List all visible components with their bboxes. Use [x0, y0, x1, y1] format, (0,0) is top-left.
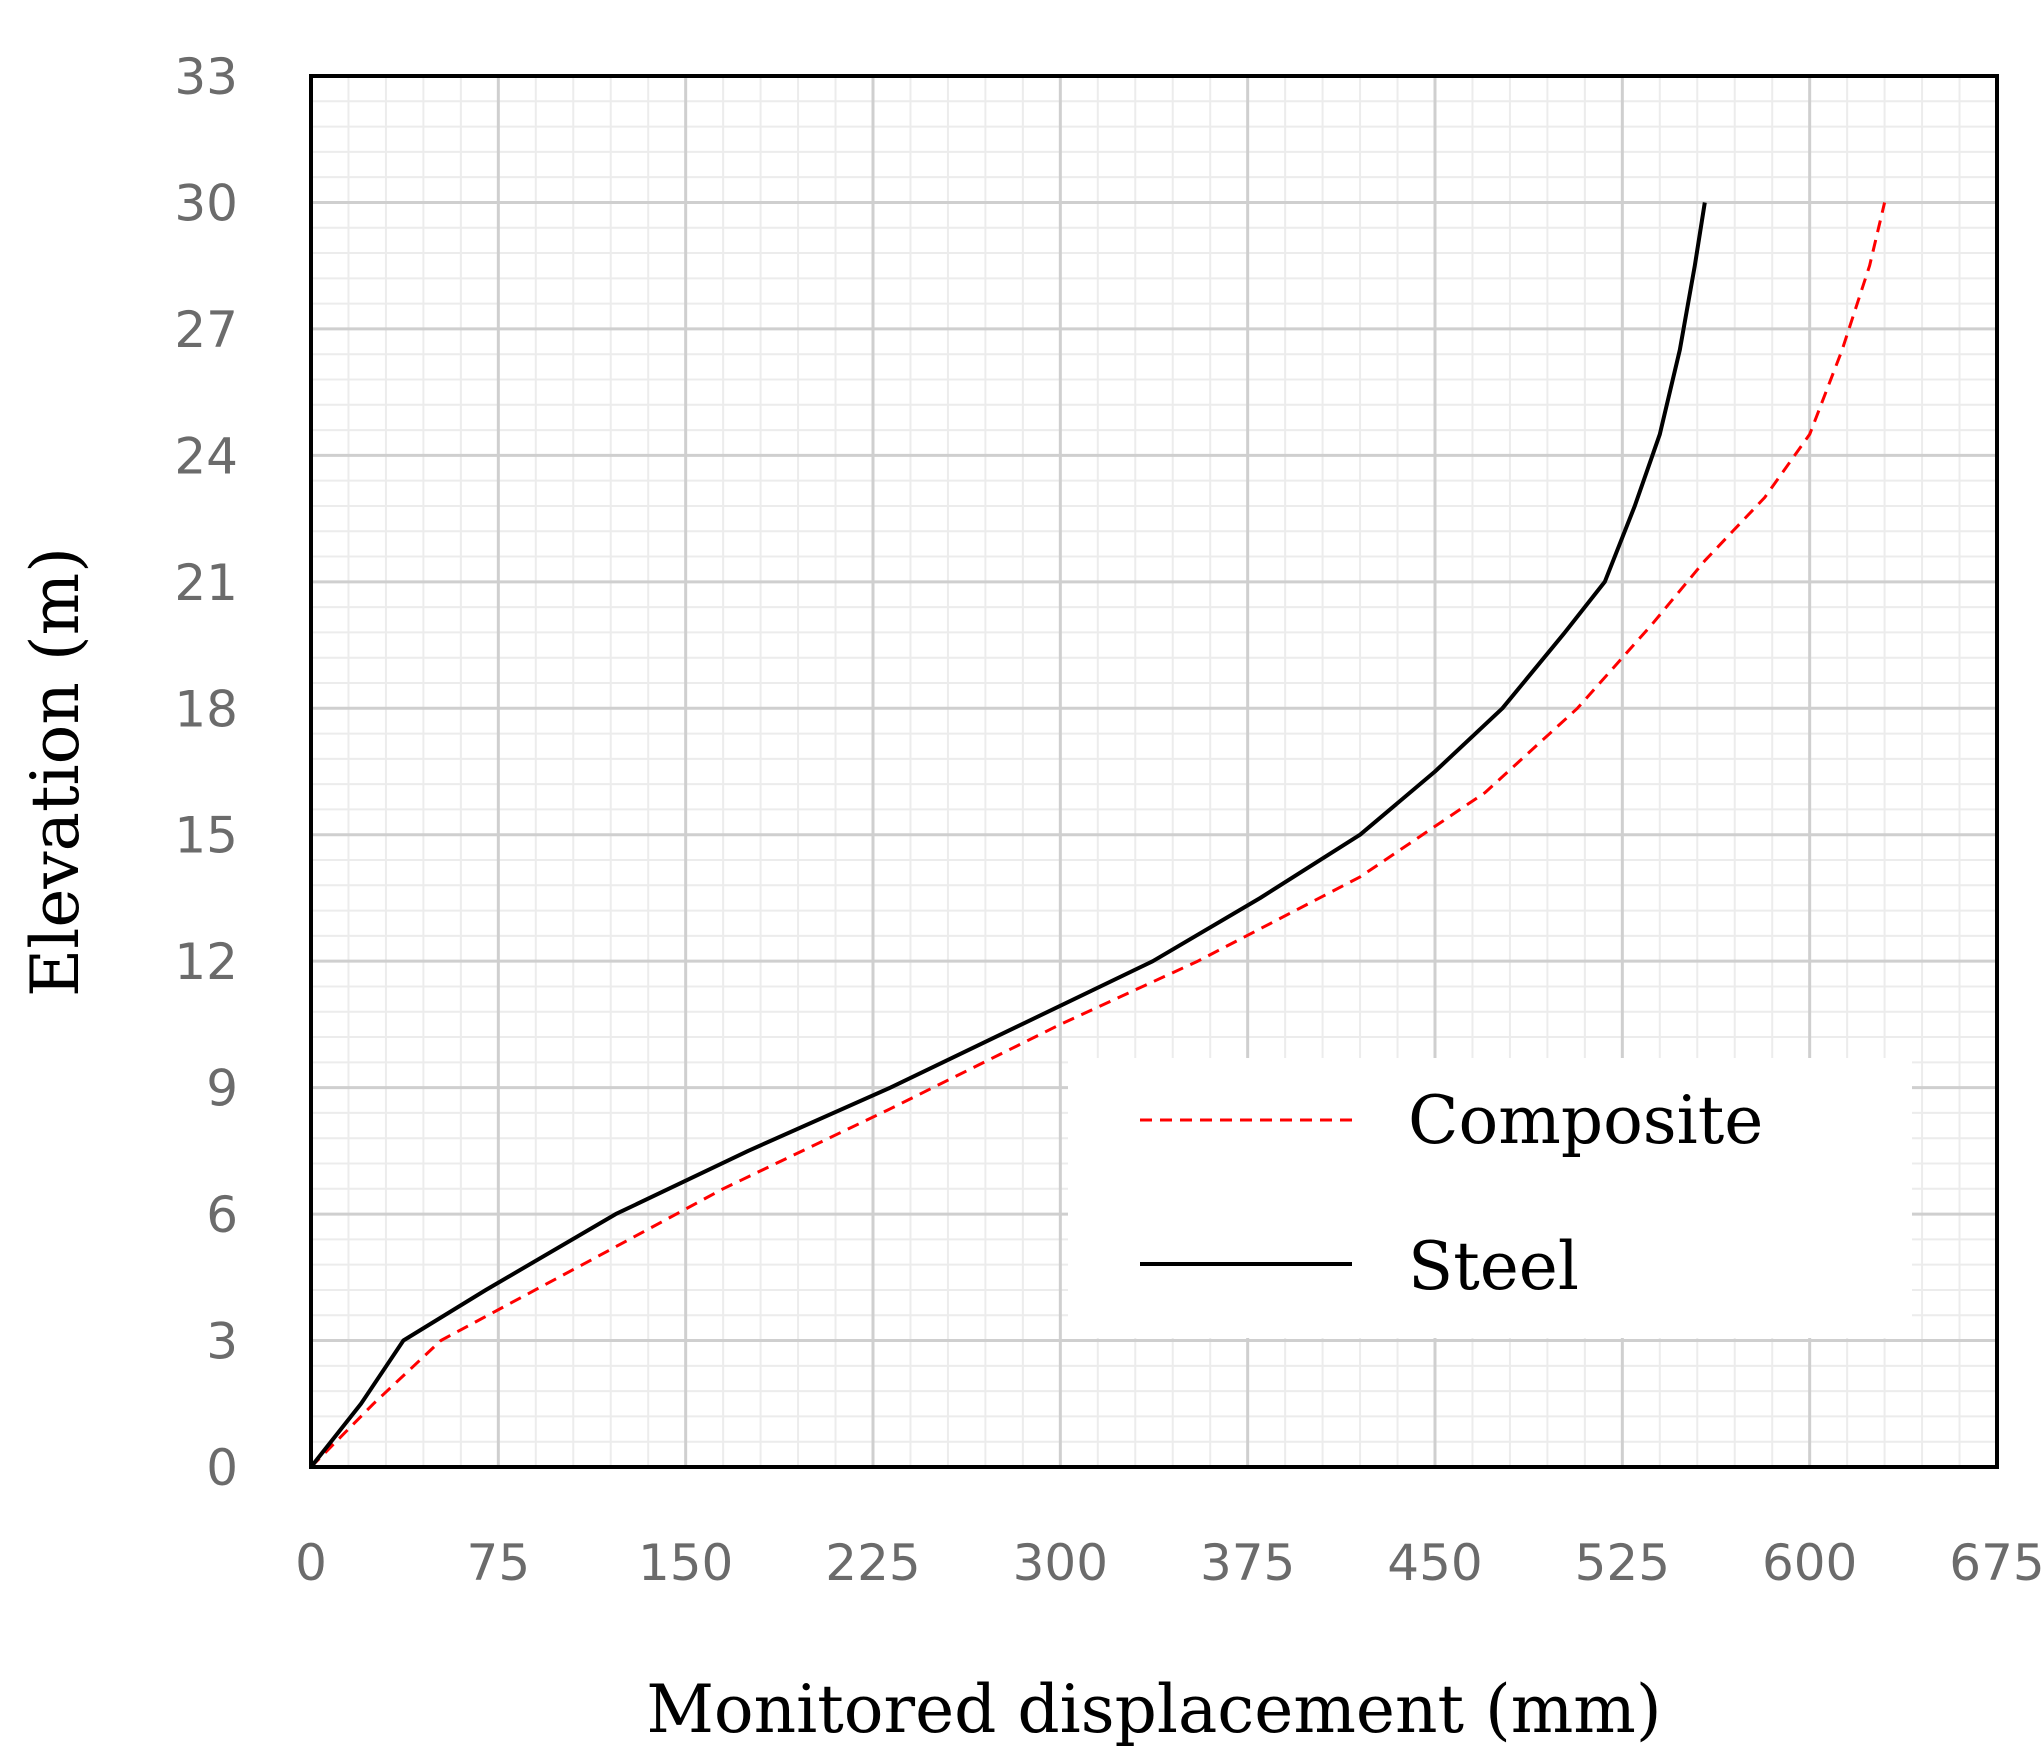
x-tick-label: 600	[1762, 1534, 1857, 1592]
y-tick-label: 0	[206, 1439, 238, 1497]
x-tick-label: 525	[1575, 1534, 1670, 1592]
y-tick-label: 18	[174, 680, 238, 738]
x-tick-labels: 0 75 150 225 300 375 450 525 600 675	[295, 1534, 2043, 1592]
plot-frame	[309, 74, 1999, 1469]
y-tick-label: 3	[206, 1313, 238, 1371]
x-tick-label: 0	[295, 1534, 327, 1592]
y-tick-label: 15	[174, 807, 238, 865]
x-tick-label: 675	[1949, 1534, 2043, 1592]
legend-label-composite: Composite	[1408, 1082, 1763, 1159]
x-tick-label: 375	[1200, 1534, 1295, 1592]
x-tick-label: 450	[1387, 1534, 1482, 1592]
y-tick-label: 12	[174, 933, 238, 991]
legend-box	[1068, 1058, 1912, 1338]
series-line-steel	[309, 202, 1707, 1469]
y-tick-label: 30	[174, 174, 238, 232]
legend-label-steel: Steel	[1408, 1228, 1579, 1305]
x-tick-label: 225	[825, 1534, 920, 1592]
y-tick-label: 21	[174, 554, 238, 612]
x-axis-label: Monitored displacement (mm)	[646, 1671, 1661, 1748]
legend: Composite Steel	[1068, 1058, 1912, 1338]
y-tick-label: 9	[206, 1060, 238, 1118]
y-tick-label: 33	[174, 48, 238, 106]
y-tick-label: 27	[174, 301, 238, 359]
series-line-composite	[309, 202, 1887, 1469]
y-tick-labels: 0 3 6 9 12 15 18 21 24 27 30 33	[174, 48, 238, 1497]
series-layer	[309, 202, 1887, 1469]
x-tick-label: 150	[638, 1534, 733, 1592]
x-tick-label: 75	[467, 1534, 531, 1592]
x-tick-label: 300	[1013, 1534, 1108, 1592]
y-tick-label: 24	[174, 427, 238, 485]
y-axis-label: Elevation (m)	[17, 547, 94, 997]
y-tick-label: 6	[206, 1186, 238, 1244]
